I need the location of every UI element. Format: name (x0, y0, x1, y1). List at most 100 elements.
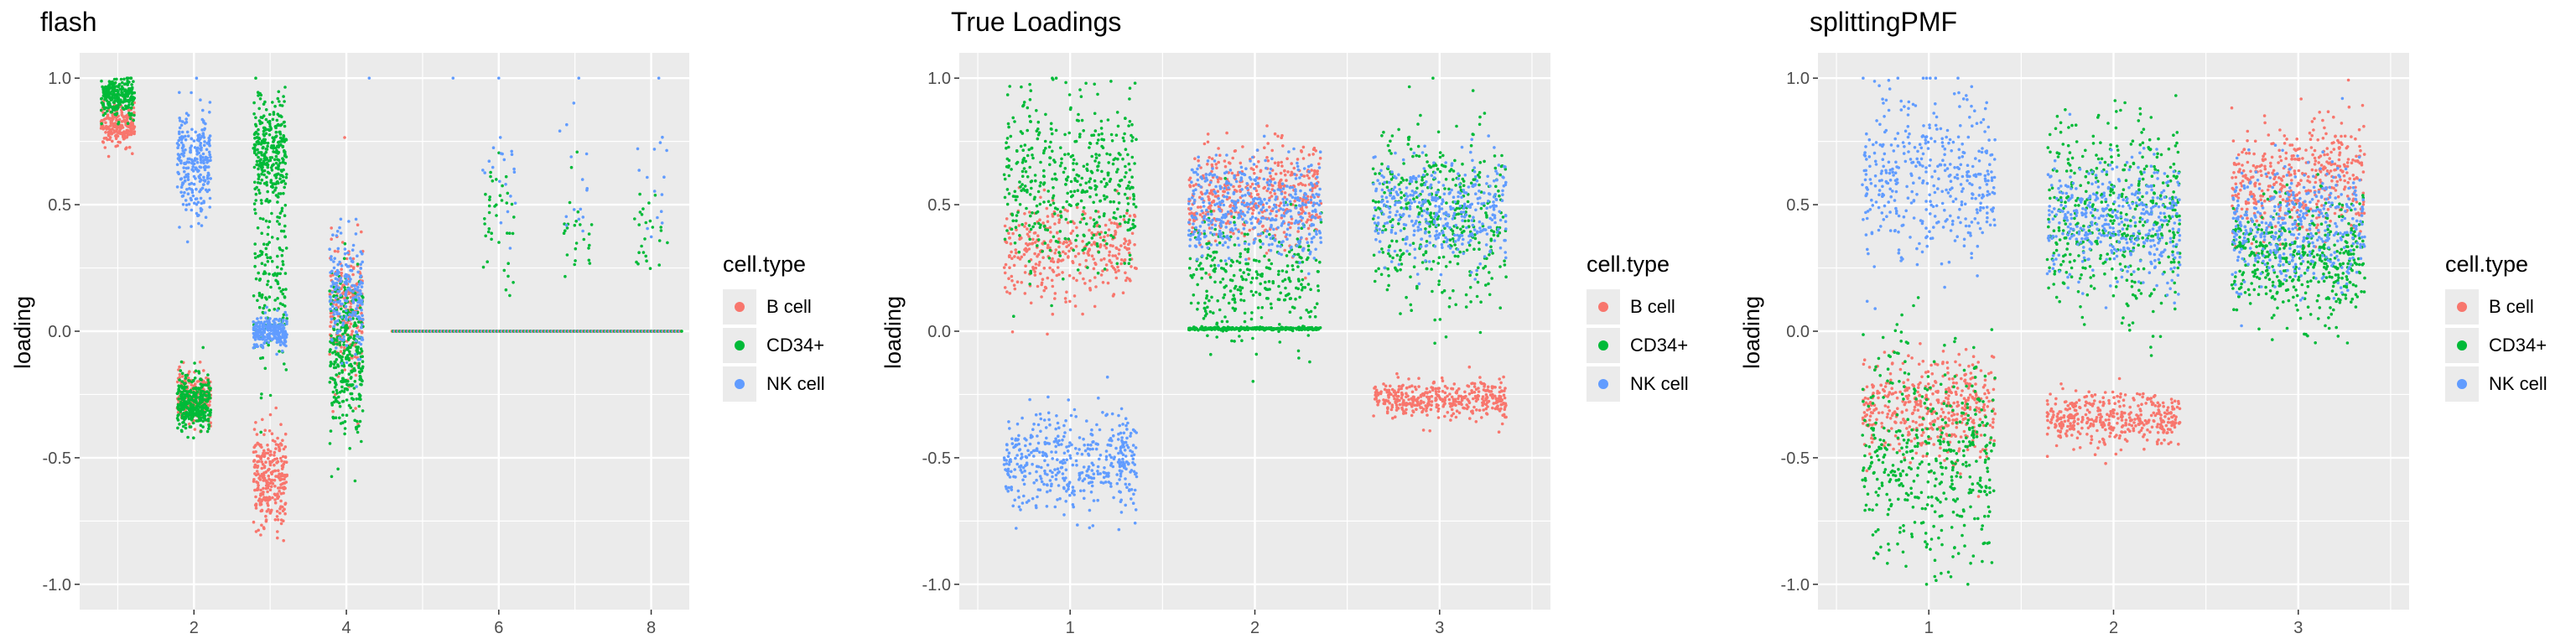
data-point (1455, 390, 1458, 394)
data-point (261, 492, 265, 496)
data-point (208, 205, 211, 209)
data-point (581, 229, 584, 233)
data-point (176, 411, 180, 414)
data-point (637, 251, 641, 255)
data-point (189, 425, 193, 428)
data-point (276, 265, 279, 269)
data-point (252, 202, 257, 205)
data-point (1232, 184, 1235, 189)
data-point (351, 248, 355, 252)
data-point (275, 515, 279, 518)
data-point (1223, 190, 1226, 194)
data-point (269, 453, 273, 456)
data-point (350, 343, 354, 347)
data-point (643, 237, 647, 241)
data-point (272, 273, 276, 278)
data-point (1124, 164, 1127, 169)
data-point (1026, 232, 1030, 236)
data-point (1105, 195, 1109, 199)
data-point (1377, 400, 1380, 404)
data-point (1216, 190, 1220, 193)
data-point (498, 136, 502, 139)
data-point (1008, 236, 1011, 240)
data-point (1401, 402, 1405, 405)
data-point (1241, 145, 1244, 148)
data-point (1073, 179, 1078, 182)
data-point (569, 155, 573, 158)
data-point (1467, 365, 1472, 369)
data-point (1082, 164, 1086, 169)
data-point (587, 247, 590, 250)
data-point (1022, 101, 1026, 104)
data-point (179, 161, 183, 165)
data-point (107, 117, 111, 121)
data-point (1405, 402, 1409, 405)
data-point (184, 138, 188, 142)
data-point (109, 122, 113, 125)
data-point (199, 143, 202, 148)
data-point (1130, 139, 1134, 143)
data-point (1476, 397, 1480, 401)
data-point (119, 77, 123, 81)
data-point (204, 383, 207, 387)
data-point (259, 502, 263, 506)
data-point (1075, 278, 1078, 283)
data-point (1041, 250, 1044, 253)
data-point (1270, 195, 1274, 198)
data-point (577, 217, 581, 221)
data-point (1104, 263, 1109, 267)
data-point (1111, 244, 1114, 248)
data-point (1472, 397, 1475, 401)
data-point (125, 117, 128, 122)
data-point (1053, 172, 1057, 176)
data-point (1109, 132, 1114, 137)
data-point (1125, 209, 1130, 212)
data-point (340, 267, 344, 272)
data-point (331, 409, 335, 413)
data-point (1119, 244, 1123, 247)
data-point (254, 473, 258, 477)
data-point (1454, 403, 1457, 408)
data-point (202, 136, 206, 139)
data-point (181, 143, 185, 147)
data-point (177, 397, 180, 401)
data-point (348, 383, 352, 387)
data-point (176, 392, 179, 395)
data-point (254, 76, 257, 80)
data-point (1008, 85, 1011, 88)
data-point (274, 130, 278, 134)
data-point (499, 221, 503, 225)
data-point (1090, 243, 1093, 247)
data-point (1072, 294, 1077, 298)
data-point (1033, 270, 1036, 273)
data-point (1301, 183, 1305, 187)
chart-panel-flash: flash loading 1.0 0.5 0.0 -0.5 -1.0 2 4 6 8 cell… (0, 0, 859, 644)
data-point (1033, 231, 1037, 235)
data-point (1036, 127, 1040, 131)
data-point (1400, 396, 1404, 400)
data-point (1047, 145, 1052, 149)
data-point (1122, 214, 1126, 218)
data-point (331, 283, 335, 286)
data-point (337, 371, 341, 376)
data-point (195, 148, 199, 153)
data-point (191, 414, 195, 418)
data-point (1048, 226, 1052, 230)
data-point (1232, 231, 1235, 236)
data-point (1305, 221, 1308, 224)
data-point (356, 419, 359, 423)
data-point (132, 130, 137, 133)
data-point (1374, 385, 1377, 389)
data-point (1050, 132, 1054, 136)
data-point (1383, 400, 1387, 404)
data-point (191, 169, 195, 173)
data-point (1046, 246, 1050, 250)
data-point (1019, 144, 1023, 148)
data-point (101, 113, 106, 117)
data-point (1125, 196, 1130, 200)
data-point (1306, 174, 1309, 178)
data-point (1290, 170, 1294, 174)
data-point (178, 126, 182, 130)
data-point (263, 263, 267, 267)
data-point (101, 101, 105, 106)
